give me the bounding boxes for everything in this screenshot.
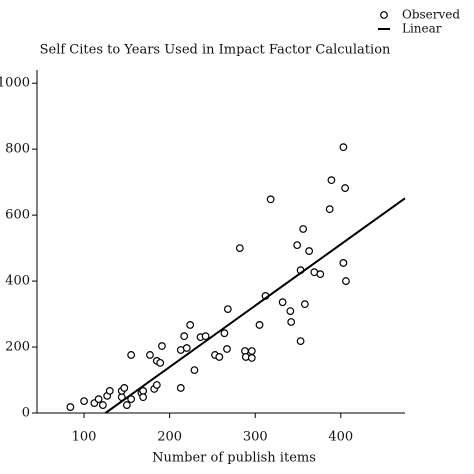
y-tick-label: 1000 xyxy=(0,76,30,91)
point xyxy=(305,247,314,255)
point xyxy=(339,259,348,267)
point xyxy=(156,358,165,367)
point xyxy=(223,345,231,353)
point xyxy=(158,342,166,350)
y-tick-label: 800 xyxy=(5,142,30,157)
point xyxy=(139,393,148,402)
x-tick-label: 400 xyxy=(328,430,353,445)
point xyxy=(94,395,103,404)
point xyxy=(342,277,350,285)
point xyxy=(152,381,161,389)
point xyxy=(80,397,88,406)
point xyxy=(176,384,185,392)
y-tick-label: 200 xyxy=(5,340,30,355)
y-tick-label: 400 xyxy=(5,274,30,289)
legend-label: Observed xyxy=(402,8,460,22)
point xyxy=(339,143,348,152)
point xyxy=(122,401,131,409)
legend-label: Linear xyxy=(402,22,442,36)
point xyxy=(127,395,136,404)
point xyxy=(186,321,195,329)
point xyxy=(296,337,305,346)
point xyxy=(120,384,129,392)
point xyxy=(247,354,256,362)
x-axis-label: Number of publish items xyxy=(152,451,316,466)
point xyxy=(182,344,191,352)
x-tick-label: 100 xyxy=(72,430,97,445)
point xyxy=(220,329,229,338)
point xyxy=(286,307,295,315)
point xyxy=(105,387,114,395)
point xyxy=(300,300,309,309)
point xyxy=(287,318,296,326)
point xyxy=(266,195,275,204)
x-tick-label: 200 xyxy=(157,430,182,445)
chart-title: Self Cites to Years Used in Impact Facto… xyxy=(40,43,391,58)
point xyxy=(66,403,75,411)
point xyxy=(215,353,224,361)
point xyxy=(98,401,107,409)
point xyxy=(255,321,264,329)
legend-marker xyxy=(380,11,388,19)
point xyxy=(327,176,336,185)
point xyxy=(341,184,349,192)
point xyxy=(127,351,136,359)
point xyxy=(278,298,287,307)
point xyxy=(180,332,189,341)
point xyxy=(247,347,256,355)
y-tick-label: 600 xyxy=(5,208,30,223)
y-tick-label: 0 xyxy=(22,406,30,421)
point xyxy=(201,332,210,341)
point xyxy=(299,225,308,233)
point xyxy=(146,351,154,359)
fit-line xyxy=(104,197,406,414)
point xyxy=(235,244,244,252)
point xyxy=(293,241,302,250)
point xyxy=(316,270,325,279)
point xyxy=(325,205,334,214)
point xyxy=(190,366,199,375)
x-tick-label: 300 xyxy=(243,430,268,445)
point xyxy=(223,305,232,314)
